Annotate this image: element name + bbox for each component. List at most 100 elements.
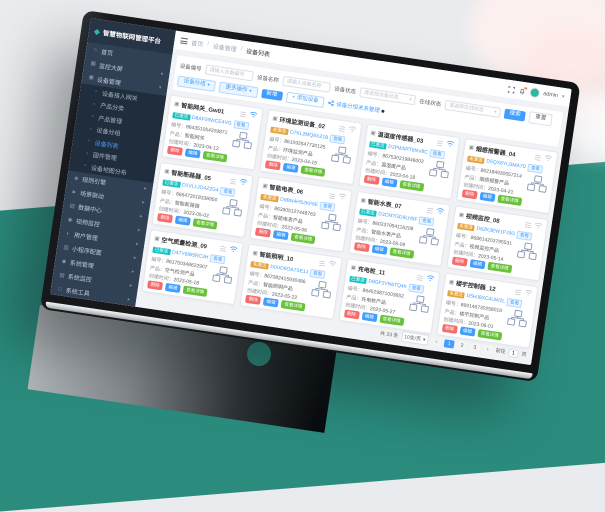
- next-page-button[interactable]: ›: [482, 344, 494, 354]
- device-card[interactable]: ▣ 充电桩_11: [337, 258, 441, 335]
- page-number-button[interactable]: 1: [443, 338, 455, 349]
- status-badge: 未激活: [466, 155, 485, 164]
- view-tag[interactable]: 查看: [319, 201, 336, 212]
- menu-label: 规则引擎: [81, 177, 107, 188]
- username[interactable]: admin: [542, 91, 559, 100]
- view-tag[interactable]: 查看: [506, 297, 523, 308]
- view-tag[interactable]: 查看: [219, 186, 237, 197]
- menu-icon: ▫: [83, 162, 87, 170]
- list-icon[interactable]: [318, 259, 326, 266]
- chevron-down-icon[interactable]: ▾: [561, 93, 565, 101]
- delete-button[interactable]: 删除: [147, 280, 164, 290]
- delete-button[interactable]: 删除: [353, 242, 370, 252]
- list-icon[interactable]: [416, 274, 424, 281]
- device-topology-icon: [516, 241, 539, 263]
- add-device-button[interactable]: + 添加设备: [285, 91, 326, 109]
- delete-button[interactable]: 删除: [255, 227, 272, 238]
- button-label: 设备分组: [183, 77, 206, 88]
- more-actions-dropdown[interactable]: 更多操作 ▾: [218, 81, 259, 99]
- edit-button[interactable]: 编辑: [459, 326, 476, 337]
- view-tag[interactable]: 查看: [329, 133, 346, 145]
- view-tag[interactable]: 查看: [309, 268, 326, 279]
- edit-button[interactable]: 编辑: [184, 148, 201, 158]
- goto-page-input[interactable]: [507, 348, 520, 358]
- view-tag[interactable]: 查看: [516, 230, 533, 241]
- device-name: 充电桩_11: [357, 266, 386, 277]
- device-group-dropdown[interactable]: 设备分组 ▾: [176, 75, 217, 92]
- view-tag[interactable]: 查看: [429, 148, 446, 160]
- edit-button[interactable]: 编辑: [479, 191, 496, 202]
- list-icon[interactable]: [524, 221, 532, 228]
- device-card[interactable]: ▣ 空气质量检测_09: [141, 229, 244, 306]
- page-number-button[interactable]: 3: [469, 342, 481, 352]
- hamburger-icon[interactable]: [180, 37, 188, 45]
- delete-button[interactable]: 删除: [441, 323, 458, 334]
- list-icon[interactable]: [220, 245, 228, 252]
- chevron-down-icon: ▾: [422, 336, 426, 343]
- menu-label: 设备管理: [96, 77, 122, 87]
- add-button[interactable]: 新增: [260, 88, 283, 101]
- device-card[interactable]: ▣ 烟感报警器_04: [455, 138, 559, 215]
- delete-button[interactable]: 删除: [157, 213, 173, 223]
- reset-button[interactable]: 重置: [528, 111, 553, 126]
- delete-button[interactable]: 删除: [245, 294, 262, 305]
- wifi-icon: [249, 110, 258, 120]
- view-tag[interactable]: 查看: [527, 163, 544, 174]
- view-tag[interactable]: 查看: [418, 215, 435, 227]
- device-card[interactable]: ▣ 视频监控_08: [445, 205, 549, 282]
- device-card[interactable]: ▣ 温湿度传感器_03: [357, 123, 461, 200]
- delete-button[interactable]: 删除: [265, 160, 282, 170]
- breadcrumb-section[interactable]: 设备管理: [212, 43, 237, 54]
- edit-button[interactable]: 编辑: [164, 283, 181, 293]
- prev-page-button[interactable]: ‹: [430, 336, 442, 347]
- edit-button[interactable]: 编辑: [361, 312, 378, 322]
- delete-button[interactable]: 删除: [451, 256, 468, 267]
- delete-button[interactable]: 删除: [166, 145, 183, 156]
- edit-button[interactable]: 编辑: [381, 177, 398, 187]
- device-card[interactable]: ▣ 智能照明_10: [239, 243, 343, 320]
- page-number-button[interactable]: 2: [456, 340, 468, 351]
- device-no-input[interactable]: [204, 64, 254, 82]
- view-tag[interactable]: 查看: [209, 253, 226, 265]
- device-card[interactable]: ▣ 楼宇控制器_12: [436, 272, 539, 349]
- avatar[interactable]: [528, 86, 540, 99]
- device-status-label: 设备状态: [333, 86, 357, 96]
- list-icon[interactable]: [426, 207, 434, 214]
- list-icon[interactable]: [338, 125, 346, 132]
- card-header-icons: [436, 138, 455, 150]
- device-card[interactable]: ▣ 智能水表_07: [347, 190, 451, 267]
- breadcrumb-current: 设备列表: [245, 48, 271, 59]
- list-icon[interactable]: [534, 154, 542, 161]
- menu-label: 用户管理: [73, 232, 99, 243]
- device-card[interactable]: ▣ 智能电表_06: [249, 176, 353, 253]
- menu-icon: ▫: [92, 101, 96, 108]
- list-icon[interactable]: [328, 192, 336, 199]
- bell-icon[interactable]: [518, 86, 527, 95]
- edit-button[interactable]: 编辑: [469, 259, 486, 269]
- device-card[interactable]: ▣ 智能网关_Gw01: [161, 94, 264, 171]
- device-card[interactable]: ▣ 环境监测设备_02: [259, 109, 363, 186]
- delete-button[interactable]: 删除: [461, 189, 478, 199]
- delete-button[interactable]: 删除: [363, 174, 380, 185]
- edit-button[interactable]: 编辑: [174, 215, 191, 226]
- search-button[interactable]: 搜索: [503, 108, 526, 122]
- chevron-icon: ▸: [160, 70, 164, 78]
- fullscreen-icon[interactable]: [507, 85, 515, 93]
- edit-button[interactable]: 编辑: [371, 244, 388, 255]
- view-tag[interactable]: 查看: [408, 282, 425, 294]
- select-placeholder: 请选择设备状态: [363, 90, 399, 102]
- list-icon[interactable]: [239, 110, 247, 117]
- edit-button[interactable]: 编辑: [263, 297, 280, 308]
- edit-button[interactable]: 编辑: [273, 230, 289, 240]
- list-icon[interactable]: [436, 139, 444, 146]
- list-icon[interactable]: [514, 288, 522, 295]
- view-tag[interactable]: 查看: [232, 119, 249, 131]
- device-name-input[interactable]: [282, 75, 332, 93]
- group-relation-link[interactable]: 设备分组关系管理: [328, 99, 386, 115]
- breadcrumb-home[interactable]: 首页: [190, 40, 204, 49]
- device-card[interactable]: ▣ 智能断路器_05: [151, 161, 254, 238]
- delete-button[interactable]: 删除: [343, 309, 360, 319]
- menu-icon: ▣: [88, 74, 95, 82]
- list-icon[interactable]: [229, 178, 237, 185]
- edit-button[interactable]: 编辑: [282, 162, 299, 173]
